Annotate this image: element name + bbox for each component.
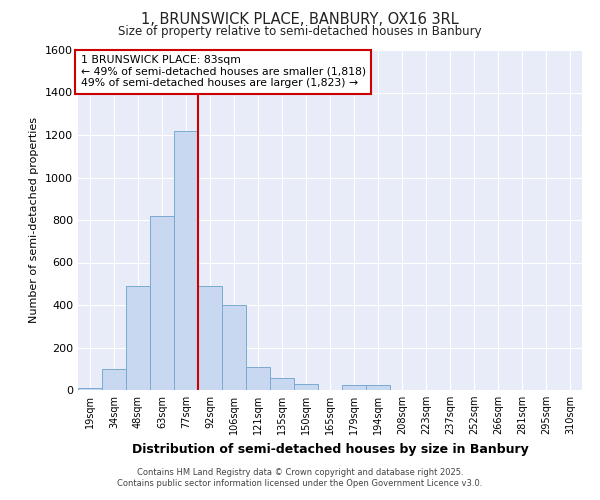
Text: Contains HM Land Registry data © Crown copyright and database right 2025.
Contai: Contains HM Land Registry data © Crown c…: [118, 468, 482, 487]
Bar: [126, 286, 150, 390]
Bar: [366, 384, 390, 390]
Bar: [174, 130, 198, 390]
Text: 1, BRUNSWICK PLACE, BANBURY, OX16 3RL: 1, BRUNSWICK PLACE, BANBURY, OX16 3RL: [141, 12, 459, 28]
Bar: [270, 378, 294, 390]
Bar: [198, 286, 222, 390]
Bar: [342, 384, 366, 390]
Bar: [222, 305, 246, 390]
Bar: [246, 366, 270, 390]
Bar: [78, 388, 102, 390]
Bar: [150, 216, 174, 390]
Bar: [102, 369, 126, 390]
Bar: [294, 384, 318, 390]
Text: Size of property relative to semi-detached houses in Banbury: Size of property relative to semi-detach…: [118, 25, 482, 38]
Y-axis label: Number of semi-detached properties: Number of semi-detached properties: [29, 117, 40, 323]
Text: 1 BRUNSWICK PLACE: 83sqm
← 49% of semi-detached houses are smaller (1,818)
49% o: 1 BRUNSWICK PLACE: 83sqm ← 49% of semi-d…: [80, 55, 365, 88]
X-axis label: Distribution of semi-detached houses by size in Banbury: Distribution of semi-detached houses by …: [131, 442, 529, 456]
